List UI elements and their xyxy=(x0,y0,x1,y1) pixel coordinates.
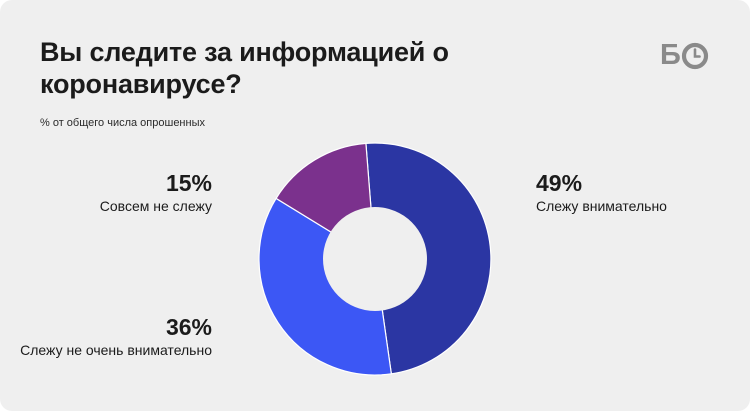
slice-label-not-closely: 36% Слежу не очень внимательно xyxy=(12,313,212,360)
slice-label-closely: 49% Слежу внимательно xyxy=(536,169,667,216)
slice-value-closely: 49% xyxy=(536,170,583,196)
chart-subtitle: % от общего числа опрошенных xyxy=(40,117,205,129)
chart-title: Вы следите за информацией о коронавирусе… xyxy=(40,37,449,99)
slice-value-not-at-all: 15% xyxy=(165,170,212,196)
slice-name-not-at-all: Совсем не слежу xyxy=(99,198,212,214)
clock-icon xyxy=(681,42,709,70)
pie-slice-closely xyxy=(365,142,492,375)
slice-name-closely: Слежу внимательно xyxy=(536,198,667,214)
logo-letter: Б xyxy=(660,39,681,71)
donut-hole xyxy=(323,207,427,311)
slice-label-not-at-all: 15% Совсем не слежу xyxy=(12,169,212,216)
slice-name-not-closely: Слежу не очень внимательно xyxy=(20,342,212,358)
logo: Б xyxy=(660,40,712,70)
slice-value-not-closely: 36% xyxy=(165,314,212,340)
pie-slice-not-closely xyxy=(258,197,393,376)
